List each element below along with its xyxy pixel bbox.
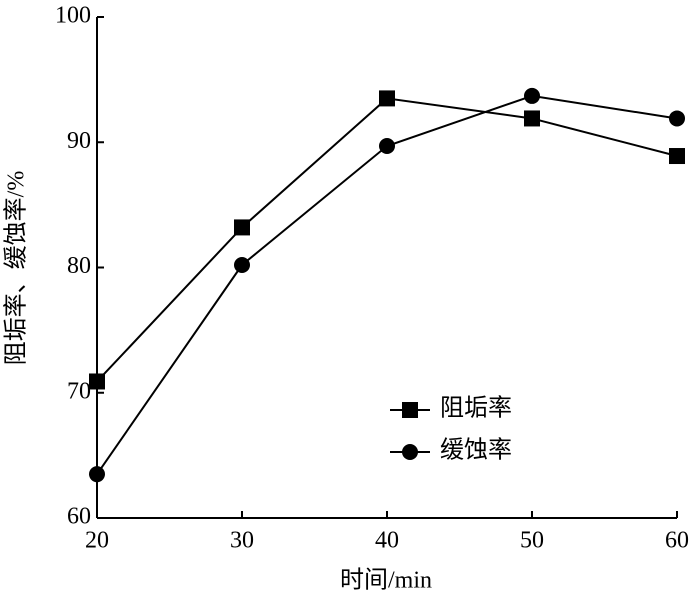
x-tick-label: 50 (520, 528, 544, 554)
x-tick-label: 20 (85, 528, 109, 554)
data-point (89, 373, 105, 390)
x-tick-label: 40 (375, 528, 399, 554)
x-axis-label: 时间/min (340, 567, 432, 594)
legend-marker (402, 402, 418, 418)
data-point (669, 110, 685, 127)
data-point (89, 466, 105, 483)
data-point (669, 148, 685, 165)
data-point (379, 138, 395, 155)
y-axis-label: 阻垢率、缓蚀率/% (3, 171, 30, 366)
x-tick-label: 60 (665, 528, 689, 554)
legend-label: 阻垢率 (440, 395, 512, 422)
data-point (524, 110, 540, 127)
legend-label: 缓蚀率 (440, 437, 512, 464)
y-tick-label: 90 (67, 128, 91, 154)
data-point (234, 219, 250, 236)
y-tick-label: 70 (67, 378, 91, 404)
y-tick-label: 60 (67, 504, 91, 530)
y-tick-label: 80 (67, 253, 91, 279)
x-tick-label: 30 (230, 528, 254, 554)
y-tick-label: 100 (55, 3, 91, 29)
data-point (234, 256, 250, 273)
legend-marker (402, 444, 418, 460)
data-point (379, 90, 395, 107)
data-point (524, 87, 540, 104)
